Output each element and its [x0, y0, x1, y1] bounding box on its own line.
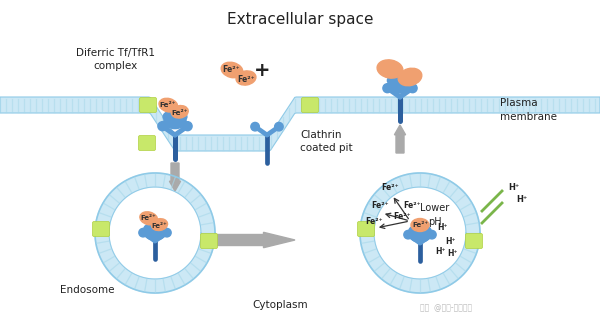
Text: Fe²⁺: Fe²⁺ — [222, 66, 240, 75]
Text: Plasma
membrane: Plasma membrane — [500, 98, 557, 122]
Ellipse shape — [154, 224, 166, 234]
Ellipse shape — [411, 219, 429, 232]
FancyBboxPatch shape — [200, 233, 218, 249]
Text: H⁺: H⁺ — [437, 224, 447, 232]
Circle shape — [408, 84, 417, 93]
Circle shape — [139, 228, 148, 237]
Text: Lower
pH: Lower pH — [421, 203, 449, 226]
Circle shape — [251, 123, 259, 131]
Circle shape — [275, 123, 283, 131]
Ellipse shape — [163, 112, 177, 122]
Ellipse shape — [409, 226, 422, 236]
Ellipse shape — [164, 113, 186, 129]
Circle shape — [428, 230, 436, 239]
Ellipse shape — [151, 219, 167, 231]
Text: Fe²⁺: Fe²⁺ — [140, 215, 155, 221]
Text: Fe²⁺: Fe²⁺ — [412, 222, 428, 228]
Text: +: + — [254, 60, 270, 79]
Circle shape — [374, 187, 466, 279]
Circle shape — [183, 122, 192, 131]
Text: H⁺: H⁺ — [508, 182, 519, 192]
FancyBboxPatch shape — [466, 233, 482, 249]
Ellipse shape — [388, 77, 412, 93]
Text: H⁺: H⁺ — [447, 249, 457, 257]
Ellipse shape — [398, 68, 422, 86]
FancyArrow shape — [205, 232, 295, 248]
Ellipse shape — [377, 60, 403, 78]
Circle shape — [404, 230, 412, 239]
Ellipse shape — [173, 112, 187, 122]
Text: H⁺: H⁺ — [445, 237, 455, 245]
Text: Fe²⁺: Fe²⁺ — [237, 75, 255, 83]
Text: Fe²⁺: Fe²⁺ — [365, 216, 383, 226]
Text: Fe²⁺: Fe²⁺ — [371, 202, 389, 210]
FancyArrow shape — [394, 125, 406, 153]
FancyArrow shape — [169, 163, 181, 191]
FancyBboxPatch shape — [92, 221, 110, 237]
Text: Clathrin
coated pit: Clathrin coated pit — [300, 130, 353, 153]
Text: Fe²⁺: Fe²⁺ — [403, 201, 421, 210]
Ellipse shape — [418, 226, 431, 236]
Ellipse shape — [171, 106, 188, 118]
Text: Fe²⁺: Fe²⁺ — [381, 184, 399, 192]
Text: Fe²⁺: Fe²⁺ — [393, 212, 411, 221]
Text: H⁺: H⁺ — [516, 194, 527, 203]
Text: Endosome: Endosome — [60, 285, 115, 295]
Ellipse shape — [236, 71, 256, 85]
Circle shape — [109, 187, 201, 279]
Ellipse shape — [388, 75, 402, 86]
Text: Extracellular space: Extracellular space — [227, 12, 373, 27]
Circle shape — [163, 228, 171, 237]
Text: H⁺: H⁺ — [435, 247, 445, 255]
Ellipse shape — [140, 212, 158, 225]
Text: 知乎  @小酷-华美生物: 知乎 @小酷-华美生物 — [420, 303, 472, 312]
Ellipse shape — [145, 226, 166, 240]
FancyBboxPatch shape — [358, 221, 374, 237]
Text: Cytoplasm: Cytoplasm — [252, 300, 308, 310]
Text: Fe²⁺: Fe²⁺ — [152, 222, 167, 228]
Polygon shape — [0, 97, 600, 151]
FancyBboxPatch shape — [139, 98, 157, 112]
Circle shape — [383, 84, 392, 93]
Ellipse shape — [398, 75, 413, 86]
Ellipse shape — [410, 228, 430, 242]
Ellipse shape — [159, 98, 178, 112]
Text: Diferric Tf/TfR1
complex: Diferric Tf/TfR1 complex — [76, 48, 155, 71]
FancyBboxPatch shape — [302, 98, 319, 112]
Text: Fe²⁺: Fe²⁺ — [172, 110, 188, 116]
Ellipse shape — [144, 224, 157, 234]
FancyBboxPatch shape — [139, 135, 155, 151]
Circle shape — [158, 122, 167, 131]
Text: Fe²⁺: Fe²⁺ — [159, 102, 176, 108]
Ellipse shape — [221, 62, 243, 78]
